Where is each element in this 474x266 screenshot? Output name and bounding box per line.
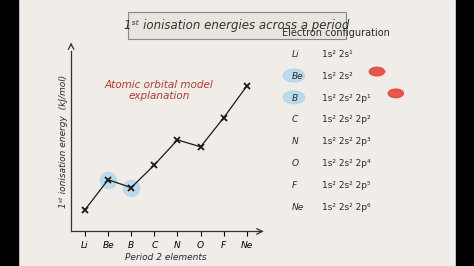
Text: N: N: [292, 137, 298, 146]
Text: Ne: Ne: [292, 203, 304, 212]
Text: B: B: [292, 94, 298, 103]
X-axis label: Period 2 elements: Period 2 elements: [125, 253, 207, 262]
Text: 1s² 2s² 2p⁶: 1s² 2s² 2p⁶: [322, 203, 371, 212]
Text: Li: Li: [292, 50, 299, 59]
Text: C: C: [292, 115, 298, 124]
Text: Atomic orbital model
explanation: Atomic orbital model explanation: [104, 80, 213, 101]
Text: 1s² 2s¹: 1s² 2s¹: [322, 50, 353, 59]
Text: Be: Be: [292, 72, 303, 81]
Text: F: F: [292, 181, 297, 190]
Text: 1s² 2s² 2p⁴: 1s² 2s² 2p⁴: [322, 159, 371, 168]
Text: 1s² 2s² 2p¹: 1s² 2s² 2p¹: [322, 94, 371, 103]
Text: 1s² 2s²: 1s² 2s²: [322, 72, 353, 81]
Text: 1s² 2s² 2p²: 1s² 2s² 2p²: [322, 115, 371, 124]
Point: [104, 178, 112, 182]
Y-axis label: 1ˢᵗ ionisation energy  (kJ/mol): 1ˢᵗ ionisation energy (kJ/mol): [59, 74, 68, 207]
Text: O: O: [292, 159, 299, 168]
Text: 1ˢᵗ ionisation energies across a period: 1ˢᵗ ionisation energies across a period: [124, 19, 350, 32]
Text: 1s² 2s² 2p³: 1s² 2s² 2p³: [322, 137, 371, 146]
Text: 1s² 2s² 2p⁵: 1s² 2s² 2p⁵: [322, 181, 371, 190]
Point: [128, 185, 135, 190]
Text: Electron configuration: Electron configuration: [282, 28, 390, 38]
